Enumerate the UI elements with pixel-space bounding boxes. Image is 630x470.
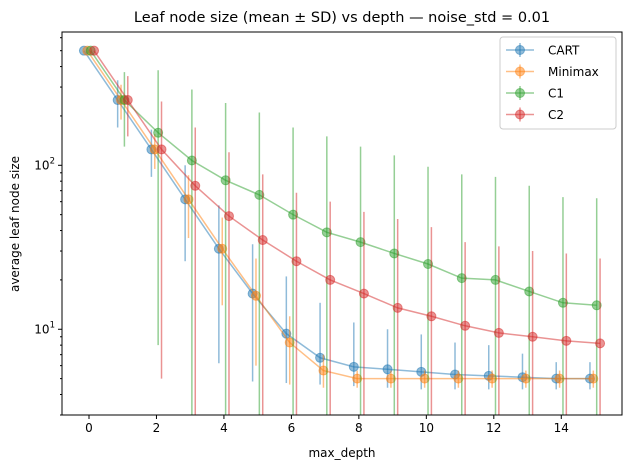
series-line [86,50,594,380]
data-point [257,235,268,246]
data-point [183,194,194,205]
y-tick-label: 101 [34,320,55,336]
data-point [186,155,197,166]
data-point [524,286,535,297]
data-point [419,373,430,384]
y-tick-label: 102 [34,156,55,172]
data-point [122,95,133,106]
data-point [554,373,565,384]
data-point [153,127,164,138]
data-point [223,211,234,222]
series-line [83,50,590,380]
legend-item-cart: CART [506,43,580,58]
plot-area [78,45,606,415]
series-minimax [82,45,599,388]
data-point [453,373,464,384]
axes-frame [61,31,623,416]
legend-label: Minimax [548,65,599,79]
series-line [93,50,601,345]
data-point [561,335,572,346]
data-point [220,175,231,186]
data-point [315,352,326,363]
series-line [90,50,597,307]
x-axis-label: max_depth [308,446,375,460]
legend-marker [515,66,525,77]
legend: CART Minimax C1 C2 [499,36,617,130]
data-point [456,273,467,284]
data-point [254,189,265,200]
data-point [348,361,359,372]
legend-label: CART [548,44,580,58]
x-tick-label: 8 [355,421,363,435]
data-point [389,248,400,259]
legend-marker [515,109,525,120]
data-point [423,259,434,270]
data-point [358,288,369,299]
legend-marker [515,88,525,98]
x-tick-label: 12 [486,421,501,435]
data-point [250,290,261,301]
data-point [527,331,538,342]
series-layer [78,45,606,415]
data-point [190,180,201,191]
data-point [490,274,501,285]
y-axis: 101 102 [34,37,62,416]
data-point [352,373,363,384]
x-tick-label: 2 [153,421,161,435]
data-point [591,300,602,311]
data-point [325,274,336,285]
data-point [460,320,471,331]
x-tick-label: 4 [220,421,228,435]
data-point [284,337,295,348]
legend-box [499,36,617,130]
data-point [156,144,167,155]
series-c2 [89,45,606,415]
x-tick-label: 0 [85,421,93,435]
data-point [520,373,531,384]
x-axis: 0 2 4 6 8 10 12 14 [85,415,569,435]
data-point [557,297,568,308]
data-point [487,373,498,384]
legend-marker [515,45,525,55]
data-point [217,243,228,254]
y-axis-label: average leaf node size [8,156,22,292]
data-point [382,364,393,375]
data-point [291,256,302,267]
data-point [588,373,599,384]
x-tick-label: 14 [554,421,569,435]
x-tick-label: 6 [288,421,296,435]
data-point [321,227,332,238]
legend-label: C2 [548,108,564,122]
x-tick-label: 10 [419,421,434,435]
data-point [318,365,329,376]
data-point [595,338,606,349]
data-point [89,45,100,56]
chart-title: Leaf node size (mean ± SD) vs depth — no… [134,10,550,26]
data-point [493,327,504,338]
data-point [355,237,366,248]
data-point [385,373,396,384]
legend-item-c2: C2 [506,107,564,122]
legend-item-minimax: Minimax [506,64,599,79]
legend-label: C1 [548,87,564,101]
data-point [426,311,437,322]
legend-item-c1: C1 [506,86,564,101]
data-point [288,209,299,220]
data-point [392,302,403,313]
